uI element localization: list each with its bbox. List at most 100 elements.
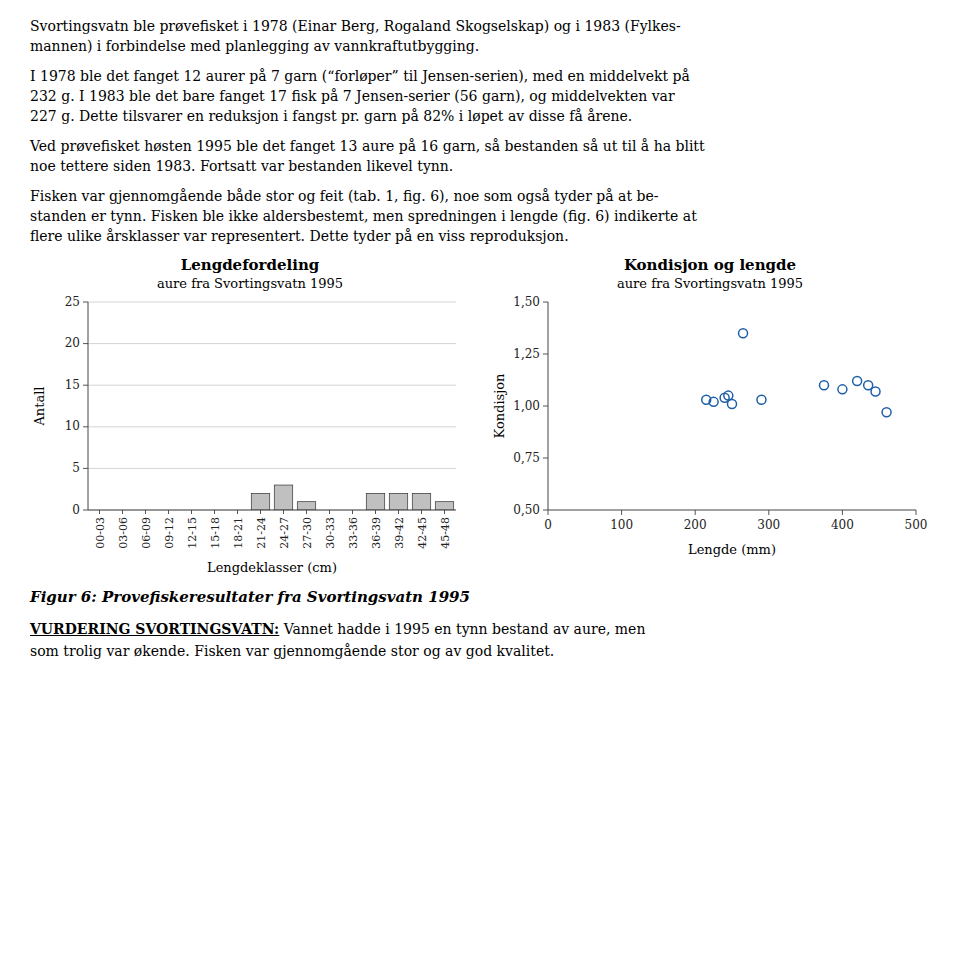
y-tick — [83, 385, 88, 386]
grid-line — [88, 385, 456, 386]
x-tick — [621, 510, 622, 515]
x-tick — [916, 510, 917, 515]
x-tick-label: 39-42 — [393, 517, 406, 549]
y-tick-label: 20 — [65, 336, 80, 350]
x-tick — [122, 510, 123, 514]
point — [739, 329, 748, 338]
x-tick — [168, 510, 169, 514]
x-tick — [352, 510, 353, 514]
bar — [366, 493, 384, 510]
x-tick-label: 18-21 — [232, 517, 245, 549]
charts: Lengdefordelingaure fra Svortingsvatn 19… — [30, 256, 930, 582]
y-axis-line — [88, 302, 89, 510]
x-axis-line — [88, 510, 456, 511]
chart: Kondisjon og lengdeaure fra Svortingsvat… — [490, 256, 930, 582]
grid-line — [88, 426, 456, 427]
x-tick — [237, 510, 238, 514]
x-tick — [398, 510, 399, 514]
bottom-text-line: som trolig var økende. Fisken var gjenno… — [30, 640, 930, 662]
bottom-text-line: Vannet hadde i 1995 en tynn bestand av a… — [279, 621, 645, 637]
y-tick-label: 0 — [72, 503, 80, 517]
chart-title: Kondisjon og lengde — [490, 256, 930, 275]
paragraph: Svortingsvatn ble prøvefisket i 1978 (Ei… — [30, 16, 930, 56]
x-tick-label: 200 — [684, 518, 707, 532]
x-tick — [444, 510, 445, 514]
x-tick-label: 42-45 — [416, 517, 429, 549]
point — [871, 387, 880, 396]
figure-caption: Figur 6: Provefiskeresultater fra Svorti… — [30, 588, 930, 606]
x-tick-label: 33-36 — [347, 517, 360, 549]
x-tick — [214, 510, 215, 514]
x-tick — [283, 510, 284, 514]
point — [882, 408, 891, 417]
y-tick — [83, 426, 88, 427]
x-tick-label: 21-24 — [255, 517, 268, 549]
chart-svg: 051015202500-0303-0606-0909-1212-1515-18… — [30, 292, 470, 582]
x-tick — [695, 510, 696, 515]
grid-line — [88, 343, 456, 344]
x-tick — [306, 510, 307, 514]
y-tick-label: 5 — [72, 461, 80, 475]
point — [728, 399, 737, 408]
y-tick — [83, 302, 88, 303]
paragraph-line: 227 g. Dette tilsvarer en reduksjon i fa… — [30, 106, 930, 126]
plot: 051015202500-0303-0606-0909-1212-1515-18… — [32, 295, 456, 576]
y-tick-label: 1,50 — [513, 295, 540, 309]
x-tick-label: 09-12 — [163, 517, 176, 549]
plot: 0,500,751,001,251,500100200300400500Leng… — [492, 295, 927, 558]
y-tick — [83, 510, 88, 511]
bar — [412, 493, 430, 510]
y-axis-label: Kondisjon — [492, 373, 507, 439]
y-tick-label: 15 — [65, 378, 80, 392]
paragraph: Ved prøvefisket høsten 1995 ble det fang… — [30, 136, 930, 176]
x-tick — [548, 510, 549, 515]
paragraph-line: Ved prøvefisket høsten 1995 ble det fang… — [30, 136, 930, 156]
point — [757, 395, 766, 404]
marks — [702, 329, 891, 417]
paragraph-line: Fisken var gjennomgående både stor og fe… — [30, 186, 930, 206]
y-tick — [543, 302, 548, 303]
x-tick-label: 06-09 — [140, 517, 153, 549]
paragraph-line: I 1978 ble det fanget 12 aurer på 7 garn… — [30, 66, 930, 86]
x-tick-label: 27-30 — [301, 517, 314, 549]
x-tick-label: 45-48 — [439, 517, 452, 549]
x-tick — [191, 510, 192, 514]
y-tick-label: 0,75 — [513, 451, 540, 465]
x-tick-label: 30-33 — [324, 517, 337, 549]
y-axis-line — [548, 302, 549, 510]
chart-svg: 0,500,751,001,251,500100200300400500Leng… — [490, 292, 930, 582]
x-tick-label: 00-03 — [94, 517, 107, 549]
bar — [389, 493, 407, 510]
y-tick — [83, 468, 88, 469]
x-tick-label: 24-27 — [278, 517, 291, 549]
x-axis-label: Lengdeklasser (cm) — [207, 560, 337, 575]
x-axis-label: Lengde (mm) — [688, 542, 776, 557]
y-tick-label: 1,25 — [513, 347, 540, 361]
paragraph-line: 232 g. I 1983 ble det bare fanget 17 fis… — [30, 86, 930, 106]
y-axis-label: Antall — [32, 386, 47, 426]
paragraph: I 1978 ble det fanget 12 aurer på 7 garn… — [30, 66, 930, 126]
bar — [251, 493, 269, 510]
grid-line — [88, 510, 456, 511]
x-tick — [768, 510, 769, 515]
marks — [251, 485, 453, 510]
y-tick-label: 25 — [65, 295, 80, 309]
paragraph: Fisken var gjennomgående både stor og fe… — [30, 186, 930, 246]
grid-line — [88, 302, 456, 303]
x-tick-label: 100 — [610, 518, 633, 532]
x-tick — [421, 510, 422, 514]
y-tick — [83, 343, 88, 344]
x-tick — [375, 510, 376, 514]
paragraph-line: noe tettere siden 1983. Fortsatt var bes… — [30, 156, 930, 176]
paragraph-line: flere ulike årsklasser var representert.… — [30, 226, 930, 246]
y-tick — [543, 458, 548, 459]
bar — [435, 502, 453, 510]
x-tick-label: 400 — [831, 518, 854, 532]
y-tick — [543, 406, 548, 407]
x-tick-label: 500 — [905, 518, 928, 532]
y-tick-label: 1,00 — [513, 399, 540, 413]
chart-subtitle: aure fra Svortingsvatn 1995 — [30, 275, 470, 292]
x-tick-label: 36-39 — [370, 517, 383, 549]
x-tick — [99, 510, 100, 514]
x-tick — [329, 510, 330, 514]
